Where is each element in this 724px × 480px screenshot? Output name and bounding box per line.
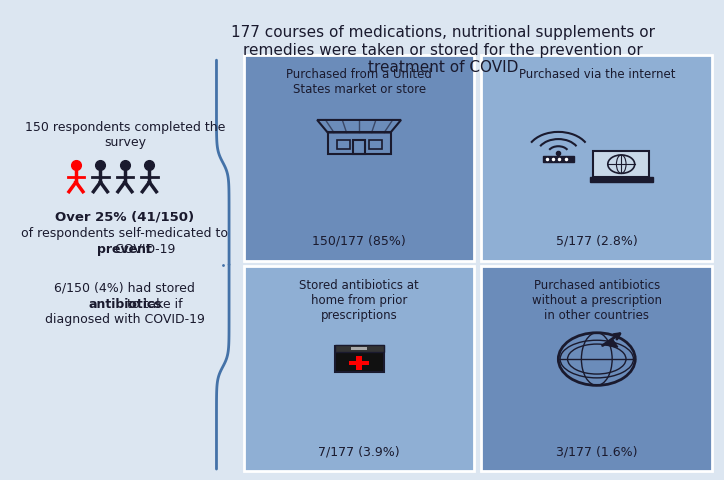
FancyBboxPatch shape bbox=[481, 266, 712, 471]
FancyBboxPatch shape bbox=[349, 361, 369, 365]
Text: Purchased antibiotics
without a prescription
in other countries: Purchased antibiotics without a prescrip… bbox=[531, 278, 662, 321]
Polygon shape bbox=[604, 340, 618, 348]
Text: 5/177 (2.8%): 5/177 (2.8%) bbox=[556, 234, 638, 247]
Text: 7/177 (3.9%): 7/177 (3.9%) bbox=[319, 444, 400, 457]
Text: 3/177 (1.6%): 3/177 (1.6%) bbox=[556, 444, 638, 457]
Text: diagnosed with COVID-19: diagnosed with COVID-19 bbox=[45, 313, 205, 326]
FancyBboxPatch shape bbox=[334, 345, 384, 352]
Text: 150 respondents completed the
survey: 150 respondents completed the survey bbox=[25, 121, 225, 149]
Text: Purchased from a United
States market or store: Purchased from a United States market or… bbox=[286, 68, 432, 96]
FancyBboxPatch shape bbox=[590, 178, 653, 183]
Text: 177 courses of medications, nutritional supplements or
remedies were taken or st: 177 courses of medications, nutritional … bbox=[231, 25, 655, 75]
FancyBboxPatch shape bbox=[593, 152, 649, 178]
FancyBboxPatch shape bbox=[244, 56, 474, 262]
FancyBboxPatch shape bbox=[244, 266, 474, 471]
Text: 6/150 (4%) had stored: 6/150 (4%) had stored bbox=[54, 281, 195, 294]
Text: of respondents self-medicated to: of respondents self-medicated to bbox=[22, 227, 228, 240]
FancyBboxPatch shape bbox=[334, 346, 384, 372]
Text: antibiotics: antibiotics bbox=[88, 297, 161, 310]
FancyBboxPatch shape bbox=[356, 357, 362, 370]
Text: 150/177 (85%): 150/177 (85%) bbox=[312, 234, 406, 247]
FancyBboxPatch shape bbox=[481, 56, 712, 262]
FancyBboxPatch shape bbox=[350, 347, 368, 350]
Text: Stored antibiotics at
home from prior
prescriptions: Stored antibiotics at home from prior pr… bbox=[299, 278, 419, 321]
FancyBboxPatch shape bbox=[542, 156, 574, 162]
Text: prevent: prevent bbox=[98, 242, 152, 255]
Text: to take if: to take if bbox=[67, 297, 182, 310]
Text: Purchased via the internet: Purchased via the internet bbox=[518, 68, 675, 81]
Text: COVID-19: COVID-19 bbox=[75, 242, 175, 255]
Text: Over 25% (41/150): Over 25% (41/150) bbox=[55, 210, 195, 223]
